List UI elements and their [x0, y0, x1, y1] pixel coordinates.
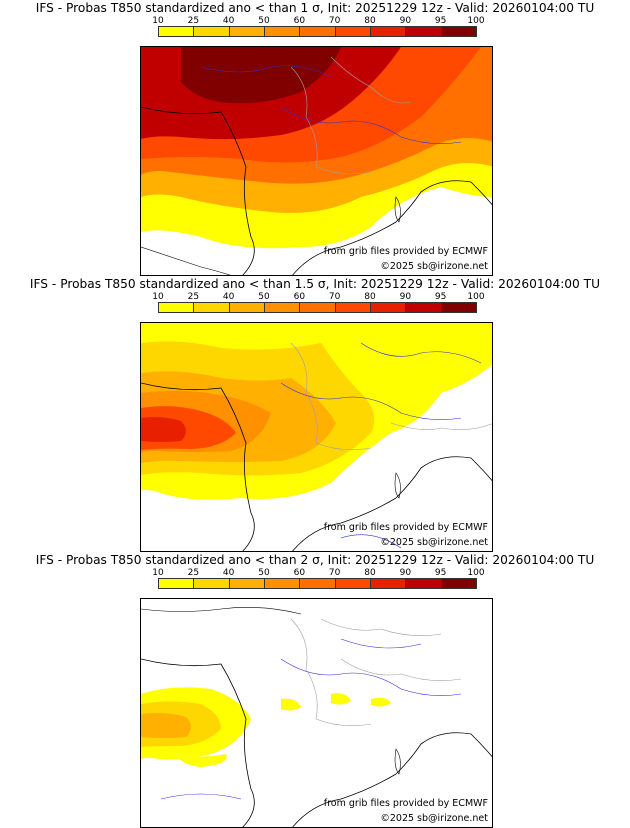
colorbar-tick-label: 95 — [434, 292, 447, 302]
colorbar-tick-label: 70 — [328, 16, 341, 26]
colorbar-tick-label: 50 — [258, 16, 270, 26]
colorbar-segment — [228, 26, 265, 37]
colorbar-segment — [440, 578, 477, 589]
colorbar-segment — [228, 578, 265, 589]
colorbar-tick-label: 70 — [328, 292, 341, 302]
colorbar-segment — [299, 302, 336, 313]
colorbar-segment — [370, 302, 407, 313]
colorbar-segment — [193, 302, 230, 313]
colorbar-tick-label: 10 — [152, 568, 164, 578]
probability-map: from grib files provided by ECMWF ©2025 … — [140, 46, 493, 276]
colorbar-segment — [405, 302, 442, 313]
colorbar-segment — [405, 578, 442, 589]
colorbar-tick-label: 60 — [293, 292, 306, 302]
colorbar-segment — [299, 26, 336, 37]
colorbar-tick-label: 90 — [399, 292, 412, 302]
colorbar — [158, 26, 477, 37]
colorbar-tick-label: 90 — [399, 16, 412, 26]
panel-title: IFS - Probas T850 standardized ano < tha… — [35, 1, 595, 15]
source-credit: from grib files provided by ECMWF — [323, 522, 488, 533]
panel-1p5sigma: IFS - Probas T850 standardized ano < tha… — [0, 276, 630, 552]
colorbar-tick-label: 40 — [222, 292, 235, 302]
colorbar-tick-label: 60 — [293, 568, 306, 578]
colorbar-tick-label: 60 — [293, 16, 306, 26]
panel-title: IFS - Probas T850 standardized ano < tha… — [35, 553, 595, 567]
colorbar-tick-label: 25 — [187, 292, 200, 302]
colorbar-tick-label: 25 — [187, 16, 200, 26]
colorbar-segment — [264, 26, 301, 37]
panel-title: IFS - Probas T850 standardized ano < tha… — [29, 277, 601, 291]
colorbar-tick-label: 90 — [399, 568, 412, 578]
colorbar-segment — [334, 578, 371, 589]
colorbar-tick-label: 25 — [187, 568, 200, 578]
colorbar-segment — [334, 26, 371, 37]
colorbar-segment — [193, 26, 230, 37]
copyright-credit: ©2025 sb@irizone.net — [380, 813, 488, 824]
colorbar-segment — [158, 26, 195, 37]
colorbar-tick-label: 10 — [152, 16, 164, 26]
colorbar-tick-label: 50 — [258, 292, 270, 302]
colorbar-tick-label: 40 — [222, 568, 235, 578]
colorbar-tick-label: 100 — [467, 292, 485, 302]
colorbar-segment — [370, 26, 407, 37]
colorbar-tick-label: 10 — [152, 292, 164, 302]
colorbar-segment — [370, 578, 407, 589]
colorbar-tick-label: 100 — [467, 16, 485, 26]
colorbar-segment — [405, 26, 442, 37]
colorbar-tick-label: 95 — [434, 568, 447, 578]
copyright-credit: ©2025 sb@irizone.net — [380, 537, 488, 548]
colorbar-tick-label: 50 — [258, 568, 270, 578]
colorbar-tick-label: 80 — [364, 16, 376, 26]
colorbar-tick-label: 80 — [364, 568, 376, 578]
colorbar-segment — [264, 578, 301, 589]
probability-map: from grib files provided by ECMWF ©2025 … — [140, 322, 493, 552]
colorbar-segment — [440, 302, 477, 313]
panel-1sigma: IFS - Probas T850 standardized ano < tha… — [0, 0, 630, 276]
colorbar-tick-label: 80 — [364, 292, 376, 302]
colorbar-segment — [334, 302, 371, 313]
colorbar-segment — [228, 302, 265, 313]
colorbar-tick-label: 40 — [222, 16, 235, 26]
colorbar-tick-label: 95 — [434, 16, 447, 26]
colorbar-segment — [158, 302, 195, 313]
panel-2sigma: IFS - Probas T850 standardized ano < tha… — [0, 552, 630, 828]
colorbar-tick-label: 70 — [328, 568, 341, 578]
source-credit: from grib files provided by ECMWF — [323, 798, 488, 809]
colorbar-segment — [193, 578, 230, 589]
colorbar-segment — [440, 26, 477, 37]
colorbar — [158, 302, 477, 313]
source-credit: from grib files provided by ECMWF — [323, 246, 488, 257]
probability-map: from grib files provided by ECMWF ©2025 … — [140, 598, 493, 828]
colorbar — [158, 578, 477, 589]
colorbar-tick-label: 100 — [467, 568, 485, 578]
colorbar-segment — [299, 578, 336, 589]
colorbar-segment — [158, 578, 195, 589]
colorbar-segment — [264, 302, 301, 313]
copyright-credit: ©2025 sb@irizone.net — [380, 261, 488, 272]
